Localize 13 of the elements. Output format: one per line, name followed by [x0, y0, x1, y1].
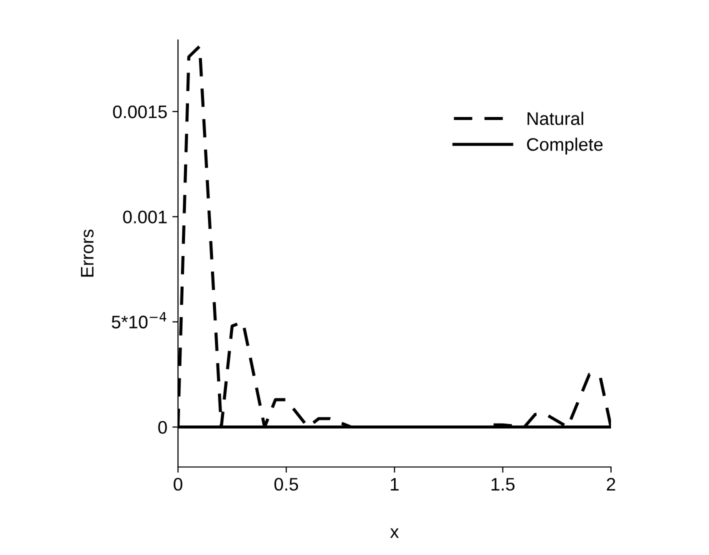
y-tick-label: 0.001 [123, 210, 167, 224]
x-tick-label: 2 [606, 478, 616, 490]
x-tick-label: 0.5 [274, 478, 298, 491]
legend-label: Complete [527, 138, 603, 154]
y-tick-label: 5*10$^{−4}$ [112, 312, 166, 328]
x-tick-label: 1.5 [492, 478, 515, 491]
legend-label: Natural [528, 112, 584, 126]
x-axis-title: x [390, 528, 399, 538]
x-tick-label: 1 [390, 478, 399, 490]
y-axis-title: Errors [81, 230, 94, 277]
y-tick-label: 0.0015 [113, 105, 167, 118]
y-tick-label: 0 [158, 420, 167, 434]
x-tick-label: 0 [174, 478, 182, 491]
